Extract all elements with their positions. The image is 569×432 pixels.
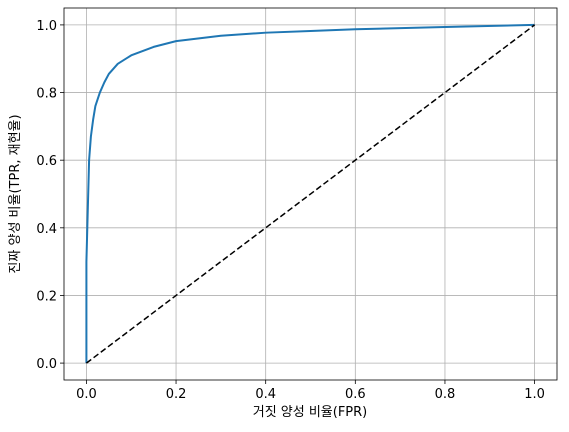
y-tick-label: 0.2 [36,289,57,304]
x-tick-label: 0.8 [435,387,456,402]
y-tick-label: 1.0 [36,19,57,34]
y-tick-label: 0.4 [36,222,57,237]
x-tick-label: 0.0 [76,387,97,402]
y-tick-label: 0.0 [36,357,57,372]
y-tick-label: 0.6 [36,154,57,169]
plot-frame [63,7,558,381]
y-axis-label: 진짜 양성 비율(TPR, 재현율) [8,114,23,273]
x-axis-label: 거짓 양성 비율(FPR) [253,405,368,420]
x-tick-label: 0.2 [166,387,187,402]
x-tick-label: 0.6 [345,387,366,402]
x-tick-label: 0.4 [255,387,276,402]
x-tick-label: 1.0 [524,387,545,402]
line-series [85,23,535,364]
y-tick-label: 0.8 [36,87,57,102]
line-series [85,24,536,364]
